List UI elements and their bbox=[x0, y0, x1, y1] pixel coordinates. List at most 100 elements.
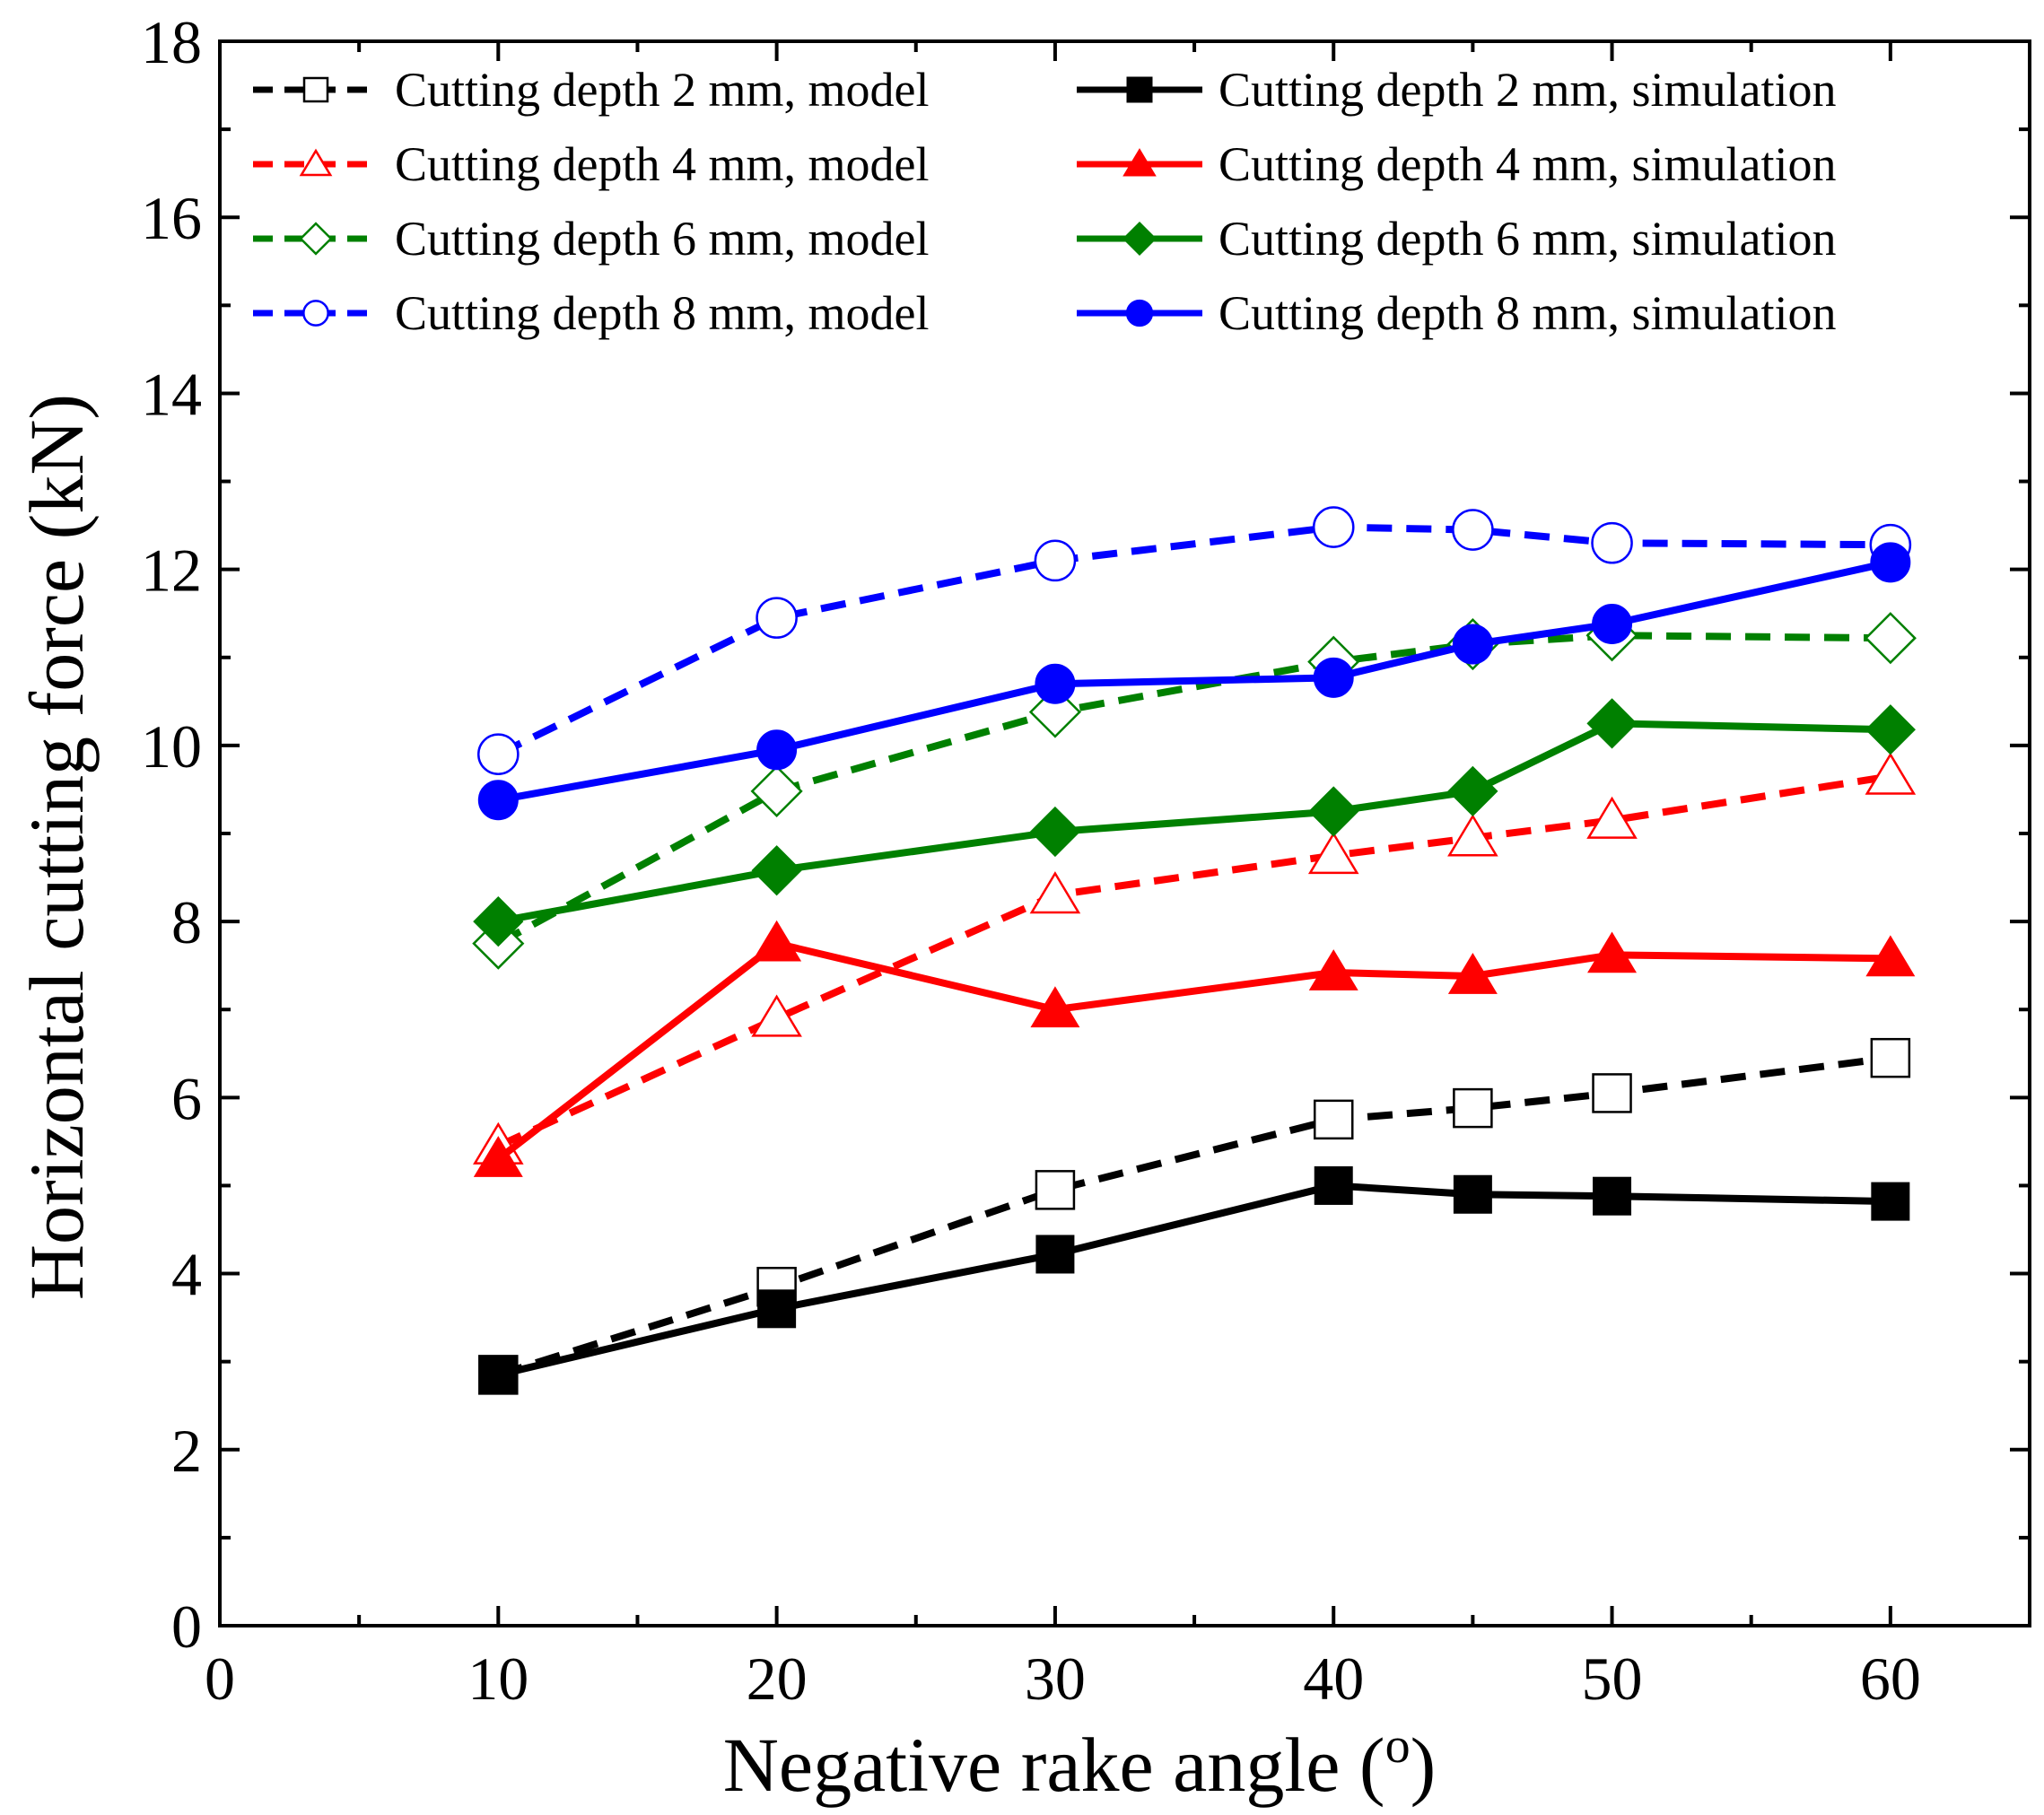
data-point bbox=[1864, 612, 1917, 665]
legend-item: Cutting depth 2 mm, simulation bbox=[1077, 63, 1837, 117]
data-point bbox=[1587, 931, 1638, 973]
data-point bbox=[1307, 831, 1359, 875]
legend-label: Cutting depth 6 mm, model bbox=[395, 212, 929, 266]
data-point bbox=[1452, 624, 1493, 665]
data-point bbox=[477, 780, 519, 821]
data-point bbox=[1865, 752, 1917, 795]
legend-swatch-marker bbox=[1122, 221, 1157, 257]
legend-swatch-marker bbox=[1122, 148, 1157, 177]
data-point bbox=[1453, 1174, 1492, 1214]
series-line bbox=[495, 939, 1891, 1163]
series-line bbox=[497, 558, 1891, 804]
data-point bbox=[1029, 871, 1081, 914]
data-point bbox=[1592, 603, 1633, 644]
plot-layer bbox=[472, 506, 1917, 1395]
data-point bbox=[752, 920, 802, 962]
legend-label: Cutting depth 8 mm, model bbox=[395, 286, 929, 340]
data-point bbox=[1865, 935, 1916, 977]
legend-item: Cutting depth 8 mm, simulation bbox=[1077, 286, 1837, 340]
data-point bbox=[1312, 506, 1355, 548]
y-tick-label: 18 bbox=[141, 8, 202, 76]
data-point bbox=[473, 1136, 523, 1177]
series-6 bbox=[473, 920, 1916, 1177]
legend-swatch-marker bbox=[299, 222, 333, 256]
x-tick-label: 0 bbox=[205, 1645, 235, 1713]
series-3 bbox=[472, 609, 1917, 970]
legend-label: Cutting depth 2 mm, simulation bbox=[1219, 63, 1837, 117]
series-4 bbox=[477, 506, 1912, 776]
legend-label: Cutting depth 8 mm, simulation bbox=[1219, 286, 1837, 340]
data-point bbox=[750, 764, 803, 817]
legend-label: Cutting depth 4 mm, model bbox=[395, 137, 929, 191]
data-point bbox=[1453, 1087, 1493, 1129]
y-tick-label: 12 bbox=[141, 537, 202, 605]
y-tick-label: 2 bbox=[171, 1417, 202, 1485]
data-point bbox=[1870, 1037, 1911, 1078]
data-point bbox=[1035, 1235, 1075, 1274]
y-tick-label: 0 bbox=[171, 1592, 202, 1661]
data-point bbox=[1308, 786, 1359, 837]
data-point bbox=[1029, 806, 1081, 858]
legend-swatch-marker bbox=[1125, 299, 1154, 327]
x-tick-label: 50 bbox=[1582, 1645, 1643, 1713]
data-point bbox=[1452, 509, 1494, 551]
data-point bbox=[751, 845, 802, 896]
data-point bbox=[751, 994, 802, 1037]
data-point bbox=[756, 729, 798, 771]
data-point bbox=[1592, 1073, 1632, 1113]
legend-item: Cutting depth 4 mm, simulation bbox=[1077, 137, 1837, 191]
data-point bbox=[1447, 765, 1498, 817]
legend-swatch-marker bbox=[302, 76, 329, 103]
axis-layer: 0 10 20 30 40 50 60 0 2 4 6 8 10 12 14 16 18 bbox=[141, 8, 2031, 1713]
legend-swatch-marker bbox=[299, 148, 333, 177]
series-5 bbox=[478, 1165, 1910, 1394]
data-point bbox=[478, 1355, 518, 1394]
data-point bbox=[757, 1289, 797, 1329]
legend-swatch-marker bbox=[302, 300, 329, 327]
series-line bbox=[497, 1182, 1891, 1379]
legend-label: Cutting depth 6 mm, simulation bbox=[1219, 212, 1837, 266]
data-point bbox=[1313, 1099, 1354, 1140]
series-8 bbox=[477, 542, 1911, 821]
data-point bbox=[477, 733, 520, 776]
data-point bbox=[1035, 1170, 1076, 1210]
legend: Cutting depth 2 mm, model Cutting depth 4… bbox=[253, 63, 1837, 340]
data-point bbox=[1313, 657, 1354, 698]
data-point bbox=[1447, 814, 1498, 857]
data-point bbox=[1035, 663, 1076, 704]
x-tick-label: 60 bbox=[1860, 1645, 1921, 1713]
x-tick-label: 30 bbox=[1025, 1645, 1086, 1713]
x-axis-title-superscript: o bbox=[1385, 1718, 1411, 1774]
x-tick-label: 20 bbox=[747, 1645, 808, 1713]
data-point bbox=[756, 597, 798, 639]
y-tick-label: 10 bbox=[141, 712, 202, 781]
x-tick-label: 10 bbox=[467, 1645, 528, 1713]
data-point bbox=[1870, 542, 1911, 583]
x-tick-label: 40 bbox=[1303, 1645, 1364, 1713]
y-tick-label: 4 bbox=[171, 1241, 202, 1309]
legend-item: Cutting depth 8 mm, model bbox=[253, 286, 929, 340]
series-line bbox=[497, 720, 1891, 926]
data-point bbox=[1030, 986, 1080, 1028]
legend-label: Cutting depth 2 mm, model bbox=[395, 63, 929, 117]
data-point bbox=[1314, 1165, 1353, 1205]
y-tick-label: 8 bbox=[171, 888, 202, 956]
legend-label: Cutting depth 4 mm, simulation bbox=[1219, 137, 1837, 191]
data-point bbox=[1308, 949, 1358, 990]
y-tick-label: 14 bbox=[141, 360, 202, 428]
legend-item: Cutting depth 2 mm, model bbox=[253, 63, 929, 117]
data-point bbox=[1034, 539, 1077, 582]
data-point bbox=[1591, 521, 1633, 564]
x-axis-title-suffix: ) bbox=[1411, 1722, 1437, 1808]
data-point bbox=[1447, 953, 1498, 994]
y-tick-label: 6 bbox=[171, 1064, 202, 1132]
data-point bbox=[1865, 704, 1916, 755]
legend-item: Cutting depth 6 mm, model bbox=[253, 212, 929, 266]
data-point bbox=[1586, 796, 1638, 839]
y-axis-title: Horizontal cutting force (kN) bbox=[13, 394, 100, 1300]
x-axis-title-main: Negative rake angle ( bbox=[723, 1722, 1385, 1808]
data-point bbox=[1871, 1182, 1910, 1221]
x-axis-title: Negative rake angle (o) bbox=[723, 1718, 1436, 1808]
